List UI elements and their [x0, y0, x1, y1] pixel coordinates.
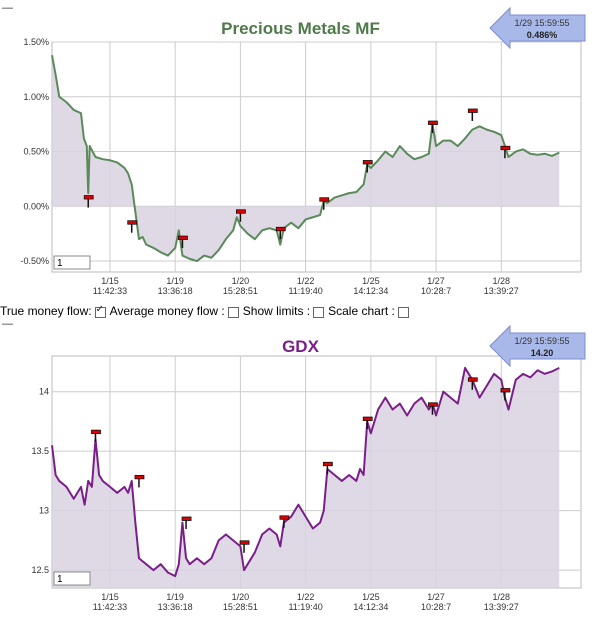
signal-marker	[500, 145, 511, 151]
signal-marker	[181, 516, 192, 521]
scale-chart-checkbox[interactable]	[397, 306, 409, 318]
chart-title: Precious Metals MF	[221, 19, 380, 38]
signal-marker	[362, 160, 373, 165]
y-tick-label: 12.5	[31, 565, 49, 575]
series-fill	[52, 55, 560, 262]
signal-marker	[91, 429, 101, 435]
signal-marker	[428, 402, 438, 407]
x-tick-date: 1/22	[297, 592, 315, 602]
x-tick-time: 11:42:33	[93, 286, 127, 296]
y-tick-label: 13	[39, 506, 49, 516]
chart1-collapse-dash[interactable]: —	[2, 2, 13, 14]
signal-marker	[428, 120, 438, 125]
callout-value: 0.486%	[527, 30, 558, 40]
x-tick-time: 13:39:27	[484, 286, 519, 296]
signal-marker	[467, 377, 478, 382]
x-tick-time: 15:28:51	[223, 286, 258, 296]
signal-marker	[239, 540, 250, 545]
x-tick-time: 11:42:33	[93, 602, 127, 612]
signal-marker	[236, 209, 246, 214]
callout-time: 1/29 15:59:55	[514, 18, 569, 28]
y-tick-label: 1.00%	[23, 92, 49, 102]
signal-marker	[319, 197, 330, 202]
zoom-input-value: 1	[57, 258, 63, 269]
x-tick-date: 1/19	[166, 276, 184, 286]
signal-marker	[127, 220, 138, 225]
value-callout	[489, 6, 586, 50]
y-tick-label: 0.50%	[23, 147, 49, 157]
x-tick-date: 1/27	[427, 276, 445, 286]
x-tick-date: 1/28	[493, 276, 511, 286]
x-tick-time: 11:19:40	[288, 286, 322, 296]
signal-marker	[279, 515, 290, 520]
callout-time: 1/29 15:59:55	[514, 336, 569, 346]
signal-marker	[362, 416, 373, 421]
scale-chart-label: Scale chart :	[328, 304, 395, 318]
show-limits-checkbox[interactable]	[313, 306, 325, 318]
true-money-flow-checkbox[interactable]	[94, 304, 106, 318]
zoom-input-value: 1	[57, 574, 63, 585]
x-tick-time: 14:12:34	[353, 602, 388, 612]
x-tick-date: 1/20	[232, 276, 250, 286]
x-tick-time: 15:28:51	[223, 602, 258, 612]
x-tick-date: 1/27	[427, 592, 445, 602]
x-tick-date: 1/15	[101, 592, 119, 602]
zoom-input[interactable]	[53, 255, 91, 270]
signal-marker	[178, 235, 188, 240]
signal-marker	[500, 388, 511, 393]
x-tick-date: 1/19	[166, 592, 184, 602]
x-tick-time: 10:28:7	[421, 602, 451, 612]
signal-marker	[275, 226, 286, 232]
callout-value: 14.20	[531, 348, 554, 358]
x-tick-time: 11:19:40	[288, 602, 322, 612]
chart-title: GDX	[282, 337, 320, 356]
x-tick-time: 13:36:18	[158, 602, 193, 612]
x-tick-date: 1/15	[101, 276, 119, 286]
chart-controls: True money flow: Average money flow : Sh…	[0, 304, 413, 318]
y-tick-label: 1.50%	[23, 37, 49, 47]
y-tick-label: 13.5	[31, 446, 49, 456]
x-tick-time: 10:28:7	[421, 286, 451, 296]
x-tick-date: 1/20	[232, 592, 250, 602]
average-money-flow-label: Average money flow :	[109, 304, 225, 318]
chart2-collapse-dash[interactable]: —	[2, 318, 13, 330]
x-tick-date: 1/28	[493, 592, 511, 602]
y-tick-label: -0.50%	[20, 256, 49, 266]
true-money-flow-label: True money flow:	[0, 304, 92, 318]
series-fill	[52, 367, 560, 588]
signal-marker	[83, 195, 94, 200]
y-tick-label: 14	[39, 387, 49, 397]
average-money-flow-checkbox[interactable]	[227, 306, 239, 318]
x-tick-date: 1/25	[362, 592, 380, 602]
x-tick-date: 1/25	[362, 276, 380, 286]
value-callout	[489, 324, 586, 368]
x-tick-time: 13:39:27	[484, 602, 519, 612]
x-tick-date: 1/22	[297, 276, 315, 286]
zoom-input[interactable]	[53, 571, 91, 586]
x-tick-time: 14:12:34	[353, 286, 388, 296]
signal-marker	[322, 461, 333, 467]
signal-marker	[134, 474, 145, 480]
y-tick-label: 0.00%	[23, 201, 49, 211]
x-tick-time: 13:36:18	[158, 286, 193, 296]
show-limits-label: Show limits :	[242, 304, 311, 318]
precious-metals-chart: Precious Metals MF -0.50% 0.00% 0.50% 1.00% 1…	[20, 6, 586, 296]
signal-marker	[467, 108, 478, 113]
